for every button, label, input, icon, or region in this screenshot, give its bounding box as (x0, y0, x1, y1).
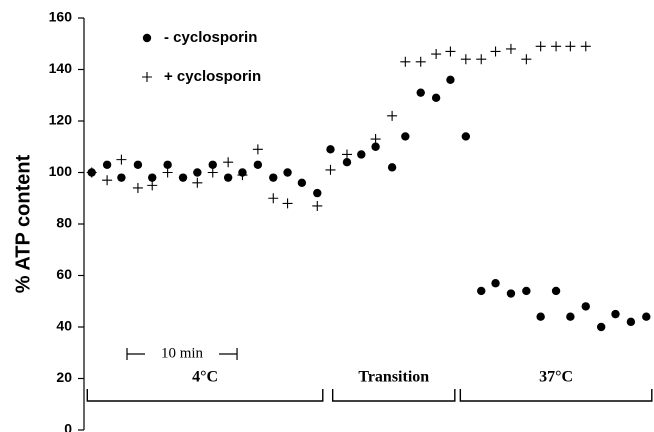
point (312, 200, 323, 211)
region-label: Transition (358, 369, 429, 386)
point (551, 41, 562, 52)
point (102, 175, 113, 186)
point (521, 54, 532, 65)
point (446, 75, 455, 85)
point (505, 43, 516, 54)
point (116, 154, 127, 165)
point (162, 167, 173, 178)
point (253, 160, 263, 169)
point (536, 312, 545, 321)
point (283, 168, 292, 177)
point (86, 167, 97, 178)
region-bracket (86, 389, 324, 402)
y-tick-label: 120 (49, 112, 73, 128)
point (387, 163, 397, 172)
point (268, 193, 279, 204)
y-tick-label: 80 (56, 215, 72, 231)
point (178, 173, 188, 182)
point (626, 317, 636, 327)
point (193, 168, 202, 177)
point (371, 142, 380, 151)
y-tick-label: 100 (49, 163, 73, 179)
point (223, 173, 233, 182)
point (163, 160, 172, 169)
region-bracket (459, 389, 653, 402)
legend-marker (142, 33, 152, 43)
point (147, 180, 158, 191)
scale-bar (126, 348, 238, 360)
point (252, 144, 263, 155)
point (506, 289, 516, 298)
region-label: 37°C (539, 369, 573, 386)
point (522, 286, 531, 296)
point (370, 134, 381, 145)
point (415, 56, 426, 67)
point (565, 41, 576, 52)
point (192, 177, 203, 188)
point (490, 46, 501, 57)
point (566, 312, 575, 321)
y-axis-label: % ATP content (12, 154, 34, 293)
point (431, 49, 442, 60)
point (580, 41, 591, 52)
point (313, 188, 322, 198)
y-tick-label: 0 (64, 421, 72, 432)
point (325, 164, 336, 175)
point (102, 160, 112, 169)
point (476, 54, 487, 65)
y-tick-label: 60 (56, 266, 72, 282)
point (611, 309, 620, 319)
point (445, 46, 456, 57)
legend-label: - cyclosporin (164, 29, 257, 46)
point (551, 286, 561, 296)
point (642, 312, 651, 321)
point (596, 322, 606, 332)
scale-bar-label: 10 min (161, 345, 204, 361)
point (416, 88, 425, 97)
point (460, 54, 471, 65)
y-tick-label: 40 (56, 318, 72, 334)
point (431, 93, 441, 103)
point (133, 160, 143, 169)
region-label: 4°C (192, 369, 218, 386)
point (535, 41, 546, 52)
point (148, 173, 157, 182)
point (341, 149, 352, 160)
point (581, 302, 590, 311)
point (282, 198, 293, 209)
point (326, 145, 335, 154)
y-tick-label: 20 (56, 369, 72, 385)
legend-label: + cyclosporin (164, 68, 261, 85)
point (132, 182, 143, 193)
point (297, 178, 307, 187)
point (223, 157, 234, 168)
point (269, 173, 278, 182)
y-tick-label: 160 (49, 9, 73, 25)
point (357, 150, 366, 159)
region-bracket (331, 389, 456, 402)
y-tick-label: 140 (49, 60, 73, 76)
point (117, 173, 126, 182)
point (491, 279, 500, 288)
point (477, 286, 486, 296)
point (237, 170, 248, 181)
point (400, 56, 411, 67)
point (461, 132, 471, 141)
legend-marker (142, 72, 152, 82)
point (342, 158, 352, 167)
point (387, 110, 398, 121)
point (208, 160, 217, 169)
point (207, 167, 218, 178)
point (401, 132, 410, 141)
